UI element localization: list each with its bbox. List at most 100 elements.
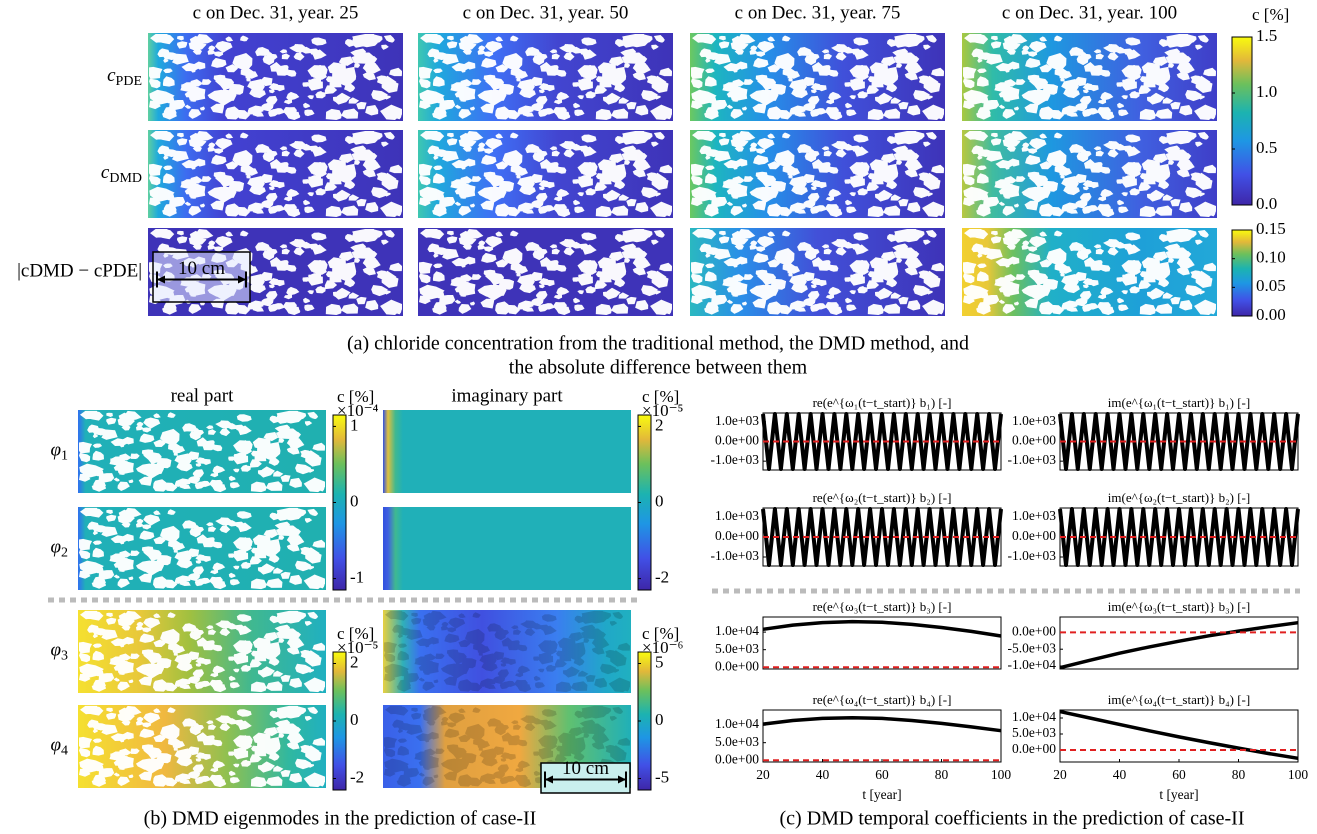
chart-title: re(e^{ω₂(t−t_start)} b₂) [-] bbox=[813, 490, 952, 505]
chart-title: im(e^{ω₄(t−t_start)} b₄) [-] bbox=[1108, 692, 1250, 707]
symbol: φ bbox=[50, 537, 61, 558]
aggregates bbox=[419, 130, 672, 218]
x-tick-label: 40 bbox=[1113, 767, 1127, 782]
aggregates bbox=[419, 228, 672, 316]
y-tick-label: -1.0e+03 bbox=[1008, 452, 1057, 467]
y-tick-label: 0.0e+00 bbox=[1012, 433, 1056, 448]
aggregates bbox=[691, 130, 944, 218]
y-tick-label: 0.0e+00 bbox=[715, 751, 759, 766]
aggregates bbox=[691, 228, 944, 316]
y-tick-label: 5.0e+03 bbox=[1012, 725, 1056, 740]
colorbar-label: c [%] bbox=[337, 624, 374, 643]
y-tick-label: 0.0e+00 bbox=[1012, 741, 1056, 756]
colorbar-label: c [%] bbox=[642, 624, 679, 643]
y-tick-label: -1.0e+04 bbox=[1008, 657, 1057, 672]
chart-title: re(e^{ω₄(t−t_start)} b₄) [-] bbox=[813, 692, 952, 707]
row-label: φ2 bbox=[50, 537, 68, 561]
colorbar-tick-label: 0.15 bbox=[1256, 219, 1286, 238]
field bbox=[383, 507, 631, 590]
y-tick-label: 0.0e+00 bbox=[1012, 624, 1056, 639]
column-title: real part bbox=[171, 385, 234, 406]
data-line bbox=[762, 619, 1002, 638]
x-tick-label: 80 bbox=[935, 767, 949, 782]
y-tick-label: 1.0e+04 bbox=[715, 623, 759, 638]
x-tick-label: 60 bbox=[1172, 767, 1186, 782]
colorbar-label: c [%] bbox=[337, 387, 374, 406]
aggregates bbox=[78, 507, 326, 590]
aggregates bbox=[691, 33, 944, 121]
scale-bar-box bbox=[540, 762, 631, 794]
colorbar-tick-label: 0 bbox=[655, 710, 664, 729]
x-tick-label: 40 bbox=[816, 767, 830, 782]
x-tick-label: 100 bbox=[1288, 767, 1309, 782]
x-tick-label: 100 bbox=[991, 767, 1012, 782]
column-title: c on Dec. 31, year. 50 bbox=[463, 2, 629, 23]
field bbox=[383, 410, 631, 493]
colorbar-tick-label: -2 bbox=[350, 767, 364, 786]
plot-area bbox=[1059, 616, 1299, 670]
colorbar-tick-label: 0.5 bbox=[1256, 138, 1277, 157]
symbol: φ bbox=[50, 640, 61, 661]
aggregates bbox=[419, 33, 672, 121]
aggregates bbox=[963, 33, 1216, 121]
colorbar-multiplier: ×10⁻⁴ bbox=[337, 401, 379, 420]
aggregates bbox=[963, 130, 1216, 218]
x-tick-label: 60 bbox=[875, 767, 889, 782]
symbol: c bbox=[101, 162, 110, 183]
chart-title: re(e^{ω₃(t−t_start)} b₃) [-] bbox=[813, 599, 952, 614]
row-label: cPDE bbox=[107, 65, 142, 89]
symbol: c bbox=[107, 65, 116, 86]
x-tick-label: 80 bbox=[1232, 767, 1246, 782]
colorbar-tick-label: 5 bbox=[655, 652, 664, 671]
column-title: c on Dec. 31, year. 25 bbox=[193, 2, 359, 23]
colorbar-tick-label: 0.10 bbox=[1256, 248, 1286, 267]
row-label: cDMD bbox=[101, 162, 142, 186]
colorbar-tick-label: -1 bbox=[350, 567, 364, 586]
column-title: c on Dec. 31, year. 100 bbox=[1002, 2, 1177, 23]
y-tick-label: -1.0e+03 bbox=[711, 548, 760, 563]
colorbar-tick-label: 0.05 bbox=[1256, 276, 1286, 295]
colorbar-tick-label: 2 bbox=[350, 652, 359, 671]
colorbar-multiplier: ×10⁻⁶ bbox=[642, 638, 684, 657]
colorbar-tick-label: -5 bbox=[655, 767, 669, 786]
aggregates bbox=[78, 610, 326, 693]
symbol: φ bbox=[50, 735, 61, 756]
colorbar-multiplier: ×10⁻⁵ bbox=[337, 638, 379, 657]
y-tick-label: 1.0e+03 bbox=[1012, 413, 1056, 428]
colorbar bbox=[1231, 36, 1253, 206]
y-tick-label: 0.0e+00 bbox=[715, 528, 759, 543]
caption: (b) DMD eigenmodes in the prediction of … bbox=[144, 808, 537, 830]
colorbar-tick-label: 1.5 bbox=[1256, 26, 1277, 45]
chart-title: im(e^{ω₁(t−t_start)} b₁) [-] bbox=[1108, 395, 1250, 410]
data-line bbox=[761, 412, 1003, 471]
subscript: 3 bbox=[61, 649, 68, 664]
x-tick-label: 20 bbox=[756, 767, 770, 782]
data-line bbox=[1058, 412, 1300, 471]
colorbar-tick-label: 0 bbox=[350, 491, 359, 510]
colorbar-tick-label: 1 bbox=[350, 415, 359, 434]
x-axis-label: t [year] bbox=[862, 787, 901, 802]
colorbar-label: c [%] bbox=[642, 387, 679, 406]
aggregates bbox=[78, 705, 326, 788]
caption: (c) DMD temporal coefficients in the pre… bbox=[780, 808, 1245, 830]
scale-bar-label: 10 cm bbox=[562, 758, 609, 779]
chart-title: re(e^{ω₁(t−t_start)} b₁) [-] bbox=[813, 395, 952, 410]
subscript: 4 bbox=[61, 744, 68, 759]
x-tick-label: 20 bbox=[1053, 767, 1067, 782]
colorbar-tick-label: 0 bbox=[350, 710, 359, 729]
data-line bbox=[762, 715, 1002, 733]
column-title: c on Dec. 31, year. 75 bbox=[735, 2, 901, 23]
colorbar bbox=[1231, 229, 1253, 317]
y-tick-label: -1.0e+03 bbox=[711, 452, 760, 467]
scale-bar-label: 10 cm bbox=[178, 258, 225, 279]
data-line bbox=[1059, 620, 1299, 670]
y-tick-label: -1.0e+03 bbox=[1008, 548, 1057, 563]
y-tick-label: 0.0e+00 bbox=[1012, 528, 1056, 543]
colorbar-multiplier: ×10⁻⁵ bbox=[642, 401, 684, 420]
row-label: φ1 bbox=[50, 440, 68, 464]
colorbar-tick-label: 0 bbox=[655, 491, 664, 510]
row-label: φ3 bbox=[50, 640, 68, 664]
aggregates bbox=[383, 610, 631, 693]
subscript: DMD bbox=[109, 171, 142, 186]
